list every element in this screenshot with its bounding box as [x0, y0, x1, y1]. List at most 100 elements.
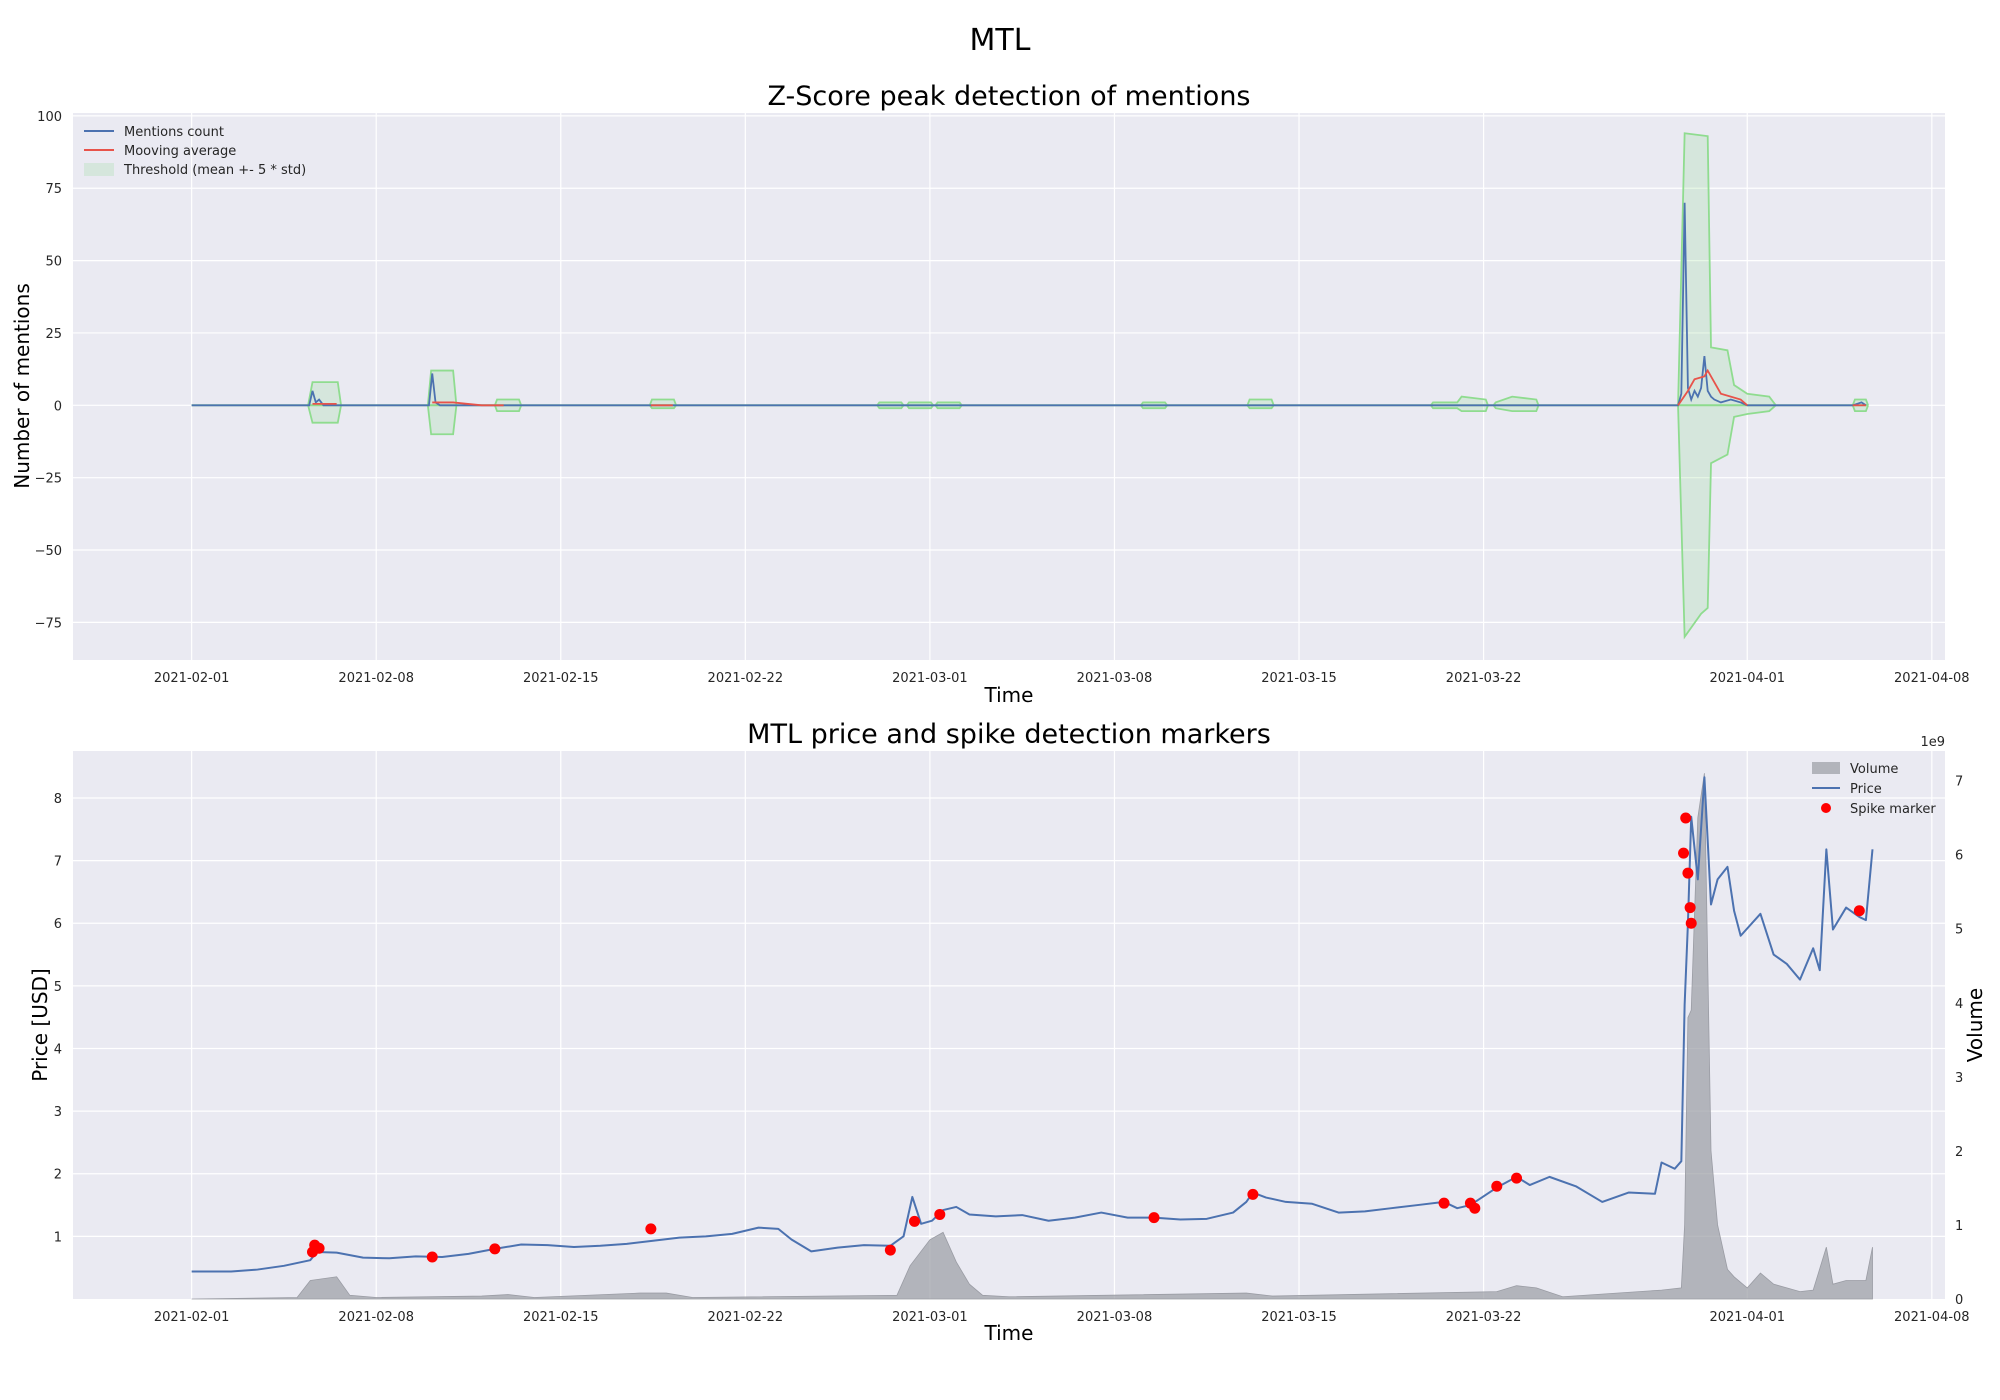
price-x-tick-label: 2021-03-01: [892, 1310, 968, 1325]
legend-volume-label: Volume: [1850, 762, 1898, 777]
spike-marker: [1680, 812, 1692, 824]
spike-marker: [489, 1243, 501, 1255]
threshold-lower-line: [307, 405, 342, 424]
threshold-lower-line: [649, 404, 677, 410]
price-y-tick-label: 3: [54, 1105, 62, 1120]
threshold-band: [1678, 133, 1776, 637]
price-x-tick-label: 2021-04-01: [1709, 1310, 1785, 1325]
price-grid: [73, 751, 1945, 1299]
spike-marker: [1469, 1202, 1481, 1214]
volume-area: [191, 773, 1873, 1300]
threshold-lower-line: [906, 404, 934, 410]
mentions-x-tick-label: 2021-04-08: [1894, 671, 1970, 686]
mentions-y-tick-label: −50: [35, 544, 62, 559]
price-x-label: Time: [984, 1321, 1034, 1345]
legend-volume-swatch: [1812, 762, 1840, 774]
price-x-tick-label: 2021-04-08: [1894, 1310, 1970, 1325]
spike-marker: [1148, 1212, 1160, 1224]
spike-marker: [1247, 1188, 1259, 1200]
volume-y-tick-label: 5: [1955, 923, 1963, 938]
mentions-x-tick-label: 2021-03-15: [1261, 671, 1337, 686]
volume-y-tick-label: 0: [1955, 1293, 1963, 1308]
spike-marker: [313, 1242, 325, 1254]
spike-marker: [934, 1208, 946, 1220]
threshold-upper-line: [934, 401, 963, 406]
legend-threshold-swatch: [84, 163, 114, 176]
price-y-label: Price [USD]: [28, 968, 52, 1082]
mentions-x-tick-label: 2021-02-15: [523, 671, 599, 686]
mentions-y-tick-label: 75: [45, 182, 62, 197]
mentions-x-tick-label: 2021-02-22: [708, 671, 784, 686]
price-y-ticks: 1 2 3 4 5 6 7 8: [54, 792, 62, 1245]
threshold-band: [649, 399, 677, 409]
volume-y-tick-label: 7: [1955, 775, 1963, 790]
mentions-y-tick-label: 0: [54, 399, 62, 414]
threshold-lower-line: [876, 404, 905, 410]
mentions-x-tick-label: 2021-03-08: [1077, 671, 1153, 686]
legend-spike-marker-swatch: [1821, 803, 1831, 813]
spike-marker: [1678, 847, 1690, 859]
spike-marker: [909, 1215, 921, 1227]
threshold-lower-line: [426, 405, 458, 436]
mentions-y-tick-label: −25: [35, 472, 62, 487]
price-panel: 2021-02-01 2021-02-08 2021-02-15 2021-02-22…: [28, 719, 1987, 1345]
legend-threshold-label: Threshold (mean +- 5 * std): [123, 163, 306, 178]
price-x-tick-label: 2021-03-22: [1446, 1310, 1522, 1325]
threshold-lower-line: [1140, 404, 1168, 410]
legend-moving-average-label: Mooving average: [124, 144, 236, 159]
volume-y-tick-label: 1: [1955, 1219, 1963, 1234]
price-plot-area: [73, 751, 1945, 1299]
threshold-upper-line: [1430, 395, 1489, 406]
threshold-upper-line: [1851, 398, 1869, 406]
price-x-tick-label: 2021-02-22: [708, 1310, 784, 1325]
mentions-legend: Mentions count Mooving average Threshold…: [84, 125, 306, 178]
price-y-tick-label: 8: [54, 792, 62, 807]
spike-marker: [1682, 867, 1694, 879]
price-y-tick-label: 2: [54, 1168, 62, 1183]
volume-y-ticks: 0 1 2 3 4 5 6 7: [1955, 775, 1963, 1308]
threshold-upper-line: [1246, 398, 1275, 406]
mentions-x-label: Time: [984, 683, 1034, 707]
threshold-lower-line: [1677, 404, 1777, 640]
price-x-ticks: 2021-02-01 2021-02-08 2021-02-15 2021-02-22…: [154, 1310, 1970, 1325]
mentions-grid: [73, 113, 1945, 660]
volume-y-tick-label: 4: [1955, 997, 1963, 1012]
volume-y-tick-label: 2: [1955, 1145, 1963, 1160]
threshold-lower-line: [1851, 404, 1869, 413]
moving-average-line: [432, 401, 504, 407]
mentions-y-tick-label: 100: [37, 110, 62, 125]
threshold-lower-line: [1246, 404, 1275, 410]
threshold-upper-line: [1492, 395, 1540, 406]
volume-series: [191, 773, 1873, 1300]
moving-average-line: [1677, 368, 1748, 406]
price-y-tick-label: 6: [54, 917, 62, 932]
threshold-band: [308, 382, 342, 423]
spike-marker: [1491, 1180, 1503, 1192]
threshold-lower-line: [934, 404, 963, 410]
threshold-upper-line: [1140, 401, 1168, 406]
threshold-lower-line: [1430, 404, 1489, 413]
mentions-x-tick-label: 2021-02-01: [154, 671, 230, 686]
figure-title: MTL: [970, 23, 1031, 58]
price-y-tick-label: 7: [54, 855, 62, 870]
price-x-tick-label: 2021-03-15: [1261, 1310, 1337, 1325]
price-series: [191, 776, 1874, 1273]
mentions-title: Z-Score peak detection of mentions: [768, 81, 1251, 112]
threshold-upper-line: [307, 381, 342, 406]
threshold-upper-line: [906, 401, 934, 406]
volume-y-label: Volume: [1963, 988, 1987, 1062]
spike-marker: [426, 1251, 438, 1263]
threshold-upper-line: [876, 401, 905, 406]
mentions-series: [191, 202, 1867, 407]
price-x-tick-label: 2021-02-08: [338, 1310, 414, 1325]
price-legend: Volume Price Spike marker: [1812, 762, 1936, 817]
mentions-x-tick-label: 2021-02-08: [338, 671, 414, 686]
threshold-lower-line: [494, 404, 523, 413]
spike-marker: [884, 1244, 896, 1256]
threshold-upper-line: [494, 398, 523, 406]
mentions-x-ticks: 2021-02-01 2021-02-08 2021-02-15 2021-02-22…: [154, 671, 1970, 686]
mentions-panel: 2021-02-01 2021-02-08 2021-02-15 2021-02-22…: [10, 81, 1970, 707]
spike-marker: [1511, 1172, 1523, 1184]
spike-marker: [1853, 905, 1865, 917]
